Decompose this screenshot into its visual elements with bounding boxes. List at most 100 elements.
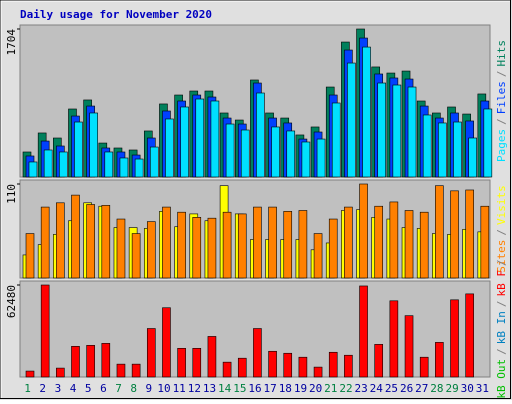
x-tick-label: 1 — [24, 382, 31, 395]
legend-entry: Pages — [495, 129, 508, 162]
x-tick-label: 15 — [233, 382, 246, 395]
bar — [362, 46, 371, 178]
bar — [483, 108, 493, 178]
bar — [359, 183, 368, 279]
bar — [438, 122, 447, 178]
bar — [28, 161, 38, 178]
bar — [146, 328, 156, 378]
x-tick-label: 28 — [430, 382, 443, 395]
bar — [192, 217, 202, 279]
bar — [207, 217, 217, 279]
bar — [328, 351, 338, 378]
x-tick-label: 6 — [100, 382, 107, 395]
y-tick-label: 110 — [5, 184, 18, 204]
legend: Sites / Visits — [495, 185, 508, 273]
bar — [301, 141, 311, 178]
x-tick-label: 16 — [248, 382, 261, 395]
chart-title: Daily usage for November 2020 — [20, 8, 212, 21]
bar — [313, 366, 323, 378]
bar — [377, 82, 387, 178]
bar — [119, 157, 129, 178]
bar — [480, 205, 490, 279]
x-tick-label: 25 — [385, 382, 398, 395]
legend-entry: Sites — [495, 240, 508, 273]
bar — [468, 137, 477, 178]
legend: kB Out / kB In / kB F / — [495, 259, 508, 398]
legend-separator: / — [495, 229, 508, 236]
bar — [116, 363, 126, 378]
bar — [86, 204, 95, 279]
bar — [177, 348, 186, 378]
bar — [344, 354, 353, 378]
bar — [374, 344, 384, 378]
y-tick-label: 1704 — [5, 29, 18, 56]
bar — [313, 233, 323, 279]
bar — [40, 284, 50, 378]
x-tick-label: 11 — [173, 382, 186, 395]
bar — [207, 336, 217, 378]
x-tick-label: 27 — [415, 382, 428, 395]
x-tick-label: 9 — [146, 382, 153, 395]
bar — [134, 158, 144, 178]
bar — [131, 363, 141, 378]
bar — [419, 211, 429, 279]
x-tick-label: 23 — [355, 382, 368, 395]
legend-separator: / — [495, 301, 508, 308]
bar — [177, 211, 186, 279]
x-tick-label: 18 — [279, 382, 292, 395]
legend-entry: Visits — [495, 185, 508, 225]
legend-separator: / — [495, 71, 508, 78]
bar — [240, 129, 250, 178]
x-tick-label: 10 — [157, 382, 170, 395]
bar — [25, 233, 35, 279]
bar — [56, 202, 65, 279]
bar — [149, 146, 159, 178]
bar — [453, 121, 462, 178]
x-tick-label: 19 — [294, 382, 307, 395]
bar — [298, 210, 308, 279]
x-tick-label: 24 — [370, 382, 384, 395]
bar — [222, 361, 232, 378]
bar — [404, 315, 414, 378]
bar — [253, 206, 262, 279]
bar — [419, 356, 429, 378]
bar — [407, 86, 417, 178]
bar — [389, 201, 399, 279]
bar — [359, 285, 368, 378]
bar — [237, 357, 247, 378]
bar — [422, 114, 432, 178]
bar — [74, 121, 83, 178]
bar — [465, 189, 474, 279]
bar — [101, 205, 111, 279]
bar — [268, 350, 277, 378]
bar — [450, 299, 459, 378]
x-tick-label: 31 — [476, 382, 489, 395]
bar — [162, 206, 171, 279]
bar — [162, 307, 171, 378]
x-tick-label: 12 — [188, 382, 201, 395]
bar — [195, 98, 205, 178]
x-tick-label: 5 — [85, 382, 92, 395]
bar — [165, 118, 174, 178]
bar — [331, 102, 341, 178]
bar — [268, 206, 277, 279]
bar — [104, 151, 114, 178]
bar — [237, 213, 247, 279]
x-tick-label: 17 — [264, 382, 277, 395]
bar — [465, 293, 474, 378]
bar — [40, 206, 50, 279]
bar — [192, 348, 202, 378]
bar — [89, 112, 98, 178]
x-tick-label: 29 — [445, 382, 458, 395]
bar — [298, 356, 308, 378]
bar — [435, 342, 444, 378]
bar — [316, 138, 326, 178]
x-tick-label: 30 — [461, 382, 474, 395]
bar — [25, 370, 35, 378]
x-tick-label: 2 — [39, 382, 46, 395]
x-tick-label: 3 — [55, 382, 62, 395]
bar — [392, 84, 402, 178]
bar — [347, 62, 356, 178]
bar — [86, 345, 95, 378]
